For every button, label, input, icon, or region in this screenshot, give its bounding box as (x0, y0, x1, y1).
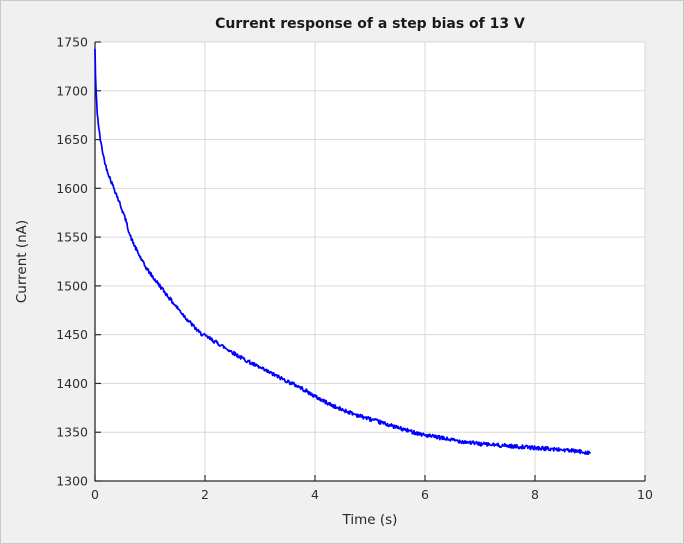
y-tick-label: 1650 (56, 132, 88, 147)
y-tick-label: 1600 (56, 181, 88, 196)
y-axis-label: Current (nA) (14, 220, 30, 303)
x-tick-label: 10 (637, 487, 653, 502)
axis-ticks (94, 41, 646, 482)
axis-spines (94, 42, 645, 482)
y-tick-label: 1450 (56, 327, 88, 342)
x-tick-labels: 0 2 4 6 8 10 (91, 487, 653, 502)
y-tick-label: 1550 (56, 230, 88, 245)
y-tick-label: 1400 (56, 376, 88, 391)
y-tick-label: 1300 (56, 474, 88, 489)
data-series (94, 48, 591, 456)
y-tick-labels: 1300 1350 1400 1450 1500 1550 1600 1650 1700 1750 (56, 35, 88, 489)
gridlines (94, 41, 646, 482)
x-tick-label: 2 (201, 487, 209, 502)
data-curve (94, 48, 591, 456)
y-tick-label: 1700 (56, 83, 88, 98)
plot-area (95, 42, 645, 481)
y-tick-label: 1350 (56, 425, 88, 440)
chart-title: Current response of a step bias of 13 V (215, 16, 525, 32)
x-tick-label: 0 (91, 487, 99, 502)
x-tick-label: 4 (311, 487, 319, 502)
y-tick-label: 1750 (56, 35, 88, 50)
x-tick-label: 6 (421, 487, 429, 502)
y-tick-label: 1500 (56, 278, 88, 293)
x-axis-label: Time (s) (342, 512, 398, 528)
x-tick-label: 8 (531, 487, 539, 502)
